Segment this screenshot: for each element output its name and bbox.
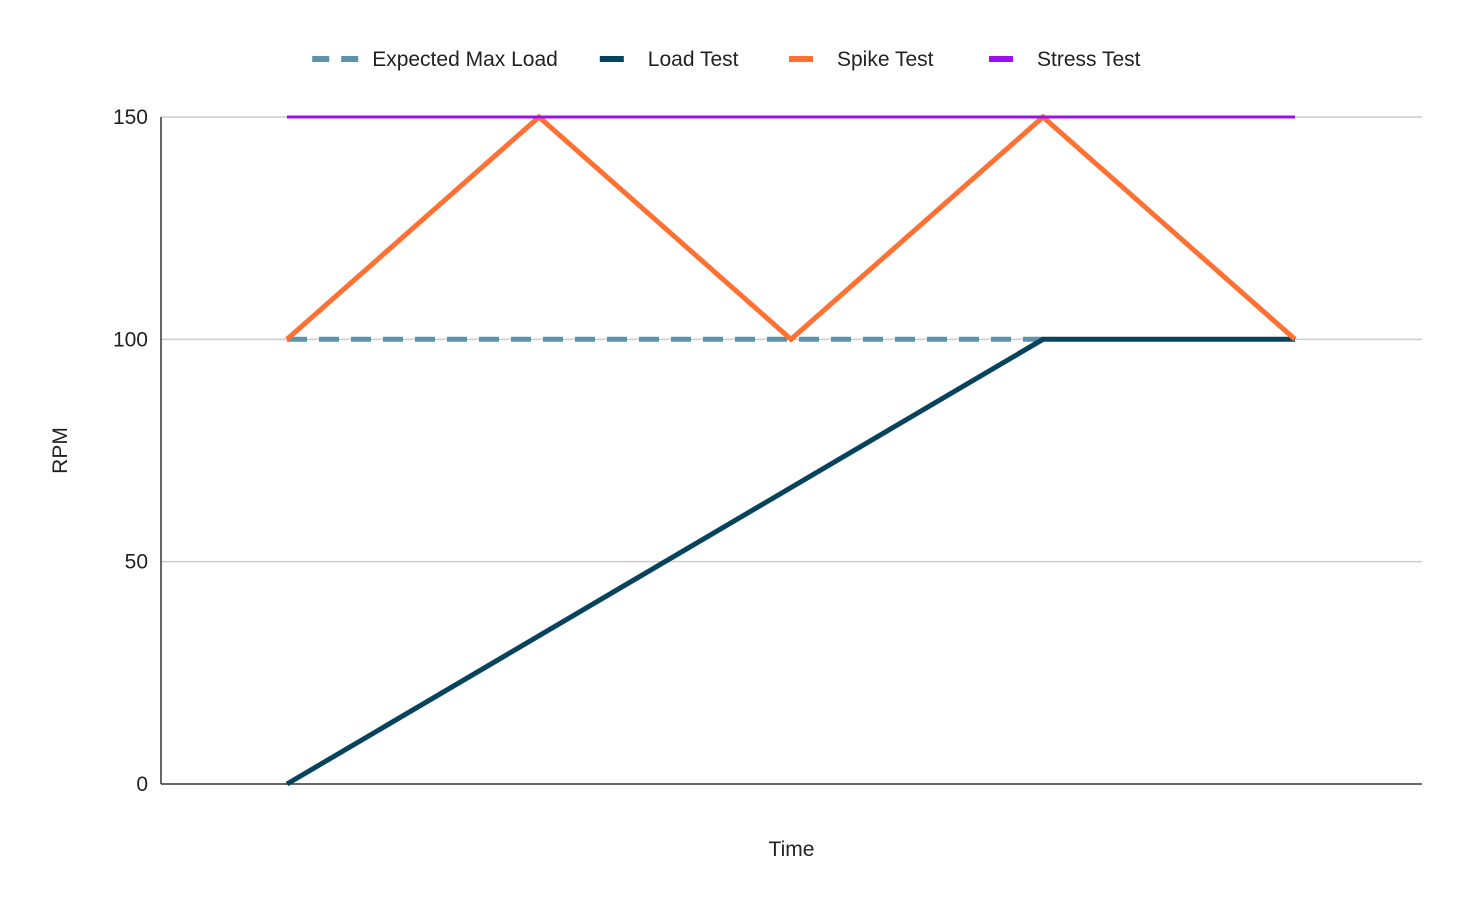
x-axis-title: Time	[769, 838, 815, 861]
series-line-spike-test	[285, 113, 1297, 343]
y-tick-label: 50	[125, 551, 148, 574]
y-tick-label: 150	[113, 106, 148, 129]
y-tick-label: 100	[113, 328, 148, 351]
legend-label-expected-max-load: Expected Max Load	[372, 48, 558, 71]
legend: Expected Max Load Load Test Spike Test Stre…	[312, 48, 1141, 71]
y-axis-title: RPM	[49, 427, 72, 474]
legend-label-stress-test: Stress Test	[1037, 48, 1141, 71]
legend-label-spike-test: Spike Test	[837, 48, 934, 71]
series-line-load-test	[285, 336, 1295, 787]
series-group	[285, 113, 1297, 787]
y-axis-ticks: 0 50 100 150	[113, 106, 148, 796]
legend-label-load-test: Load Test	[648, 48, 739, 71]
y-tick-label: 0	[136, 773, 148, 796]
